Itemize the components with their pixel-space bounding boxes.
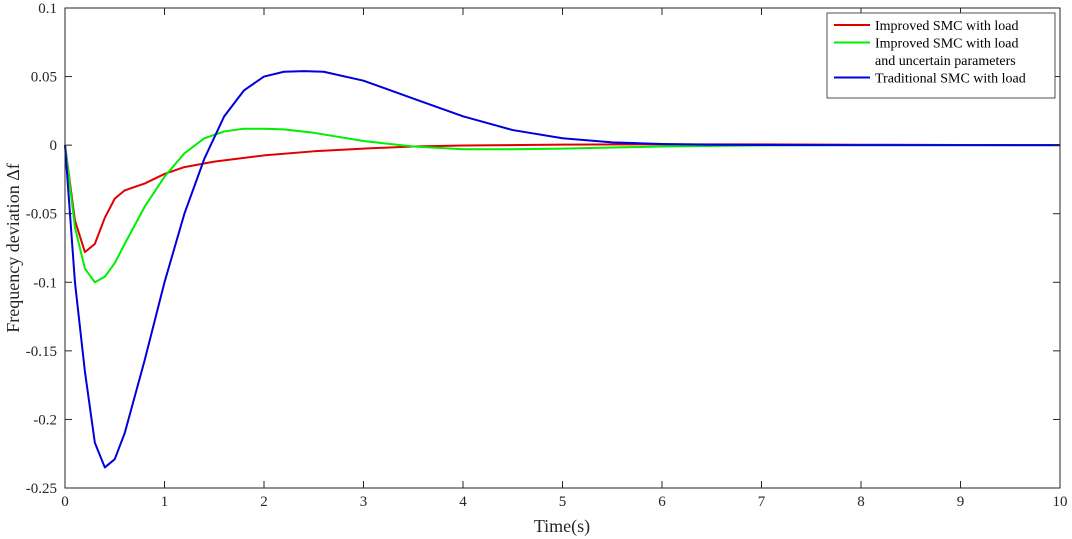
x-tick-label: 7 xyxy=(758,494,766,510)
legend-box xyxy=(826,12,1056,99)
x-tick-label: 1 xyxy=(161,494,169,510)
legend: Improved SMC with load Improved SMC with … xyxy=(826,12,1056,99)
x-tick-label: 10 xyxy=(1053,494,1068,510)
series-layer xyxy=(64,70,1061,469)
x-tick-label: 4 xyxy=(459,494,467,510)
y-tick-label: 0.1 xyxy=(38,1,57,17)
series-line-3 xyxy=(64,70,1060,469)
x-tick-label: 2 xyxy=(260,494,268,510)
legend-label-1: Improved SMC with load xyxy=(875,19,1019,34)
x-tick-label: 8 xyxy=(857,494,865,510)
y-tick-label: -0.25 xyxy=(26,481,57,497)
x-tick-label: 5 xyxy=(559,494,567,510)
y-tick-label: 0.05 xyxy=(31,70,57,86)
y-axis-label: Frequency deviation Δf xyxy=(3,163,23,333)
x-tick-label: 6 xyxy=(658,494,666,510)
y-tick-label: -0.1 xyxy=(33,275,57,291)
x-axis-label: Time(s) xyxy=(534,516,590,537)
y-tick-label: -0.05 xyxy=(26,207,57,223)
x-tick-label: 9 xyxy=(957,494,965,510)
x-axis-ticks: 0 1 2 3 4 5 6 7 8 9 10 xyxy=(61,8,1068,510)
y-tick-label: -0.15 xyxy=(26,344,57,360)
y-axis-ticks: 0.1 0.05 0 -0.05 -0.1 -0.15 -0.2 -0.25 xyxy=(26,1,1060,497)
legend-label-3: Traditional SMC with load xyxy=(875,72,1026,87)
series-line-2 xyxy=(64,127,1060,284)
x-tick-label: 0 xyxy=(61,494,69,510)
legend-label-2: and uncertain parameters xyxy=(875,54,1016,69)
x-tick-label: 3 xyxy=(360,494,368,510)
legend-label-2: Improved SMC with load xyxy=(875,37,1019,52)
y-tick-label: 0 xyxy=(50,138,58,154)
y-tick-label: -0.2 xyxy=(33,412,57,428)
